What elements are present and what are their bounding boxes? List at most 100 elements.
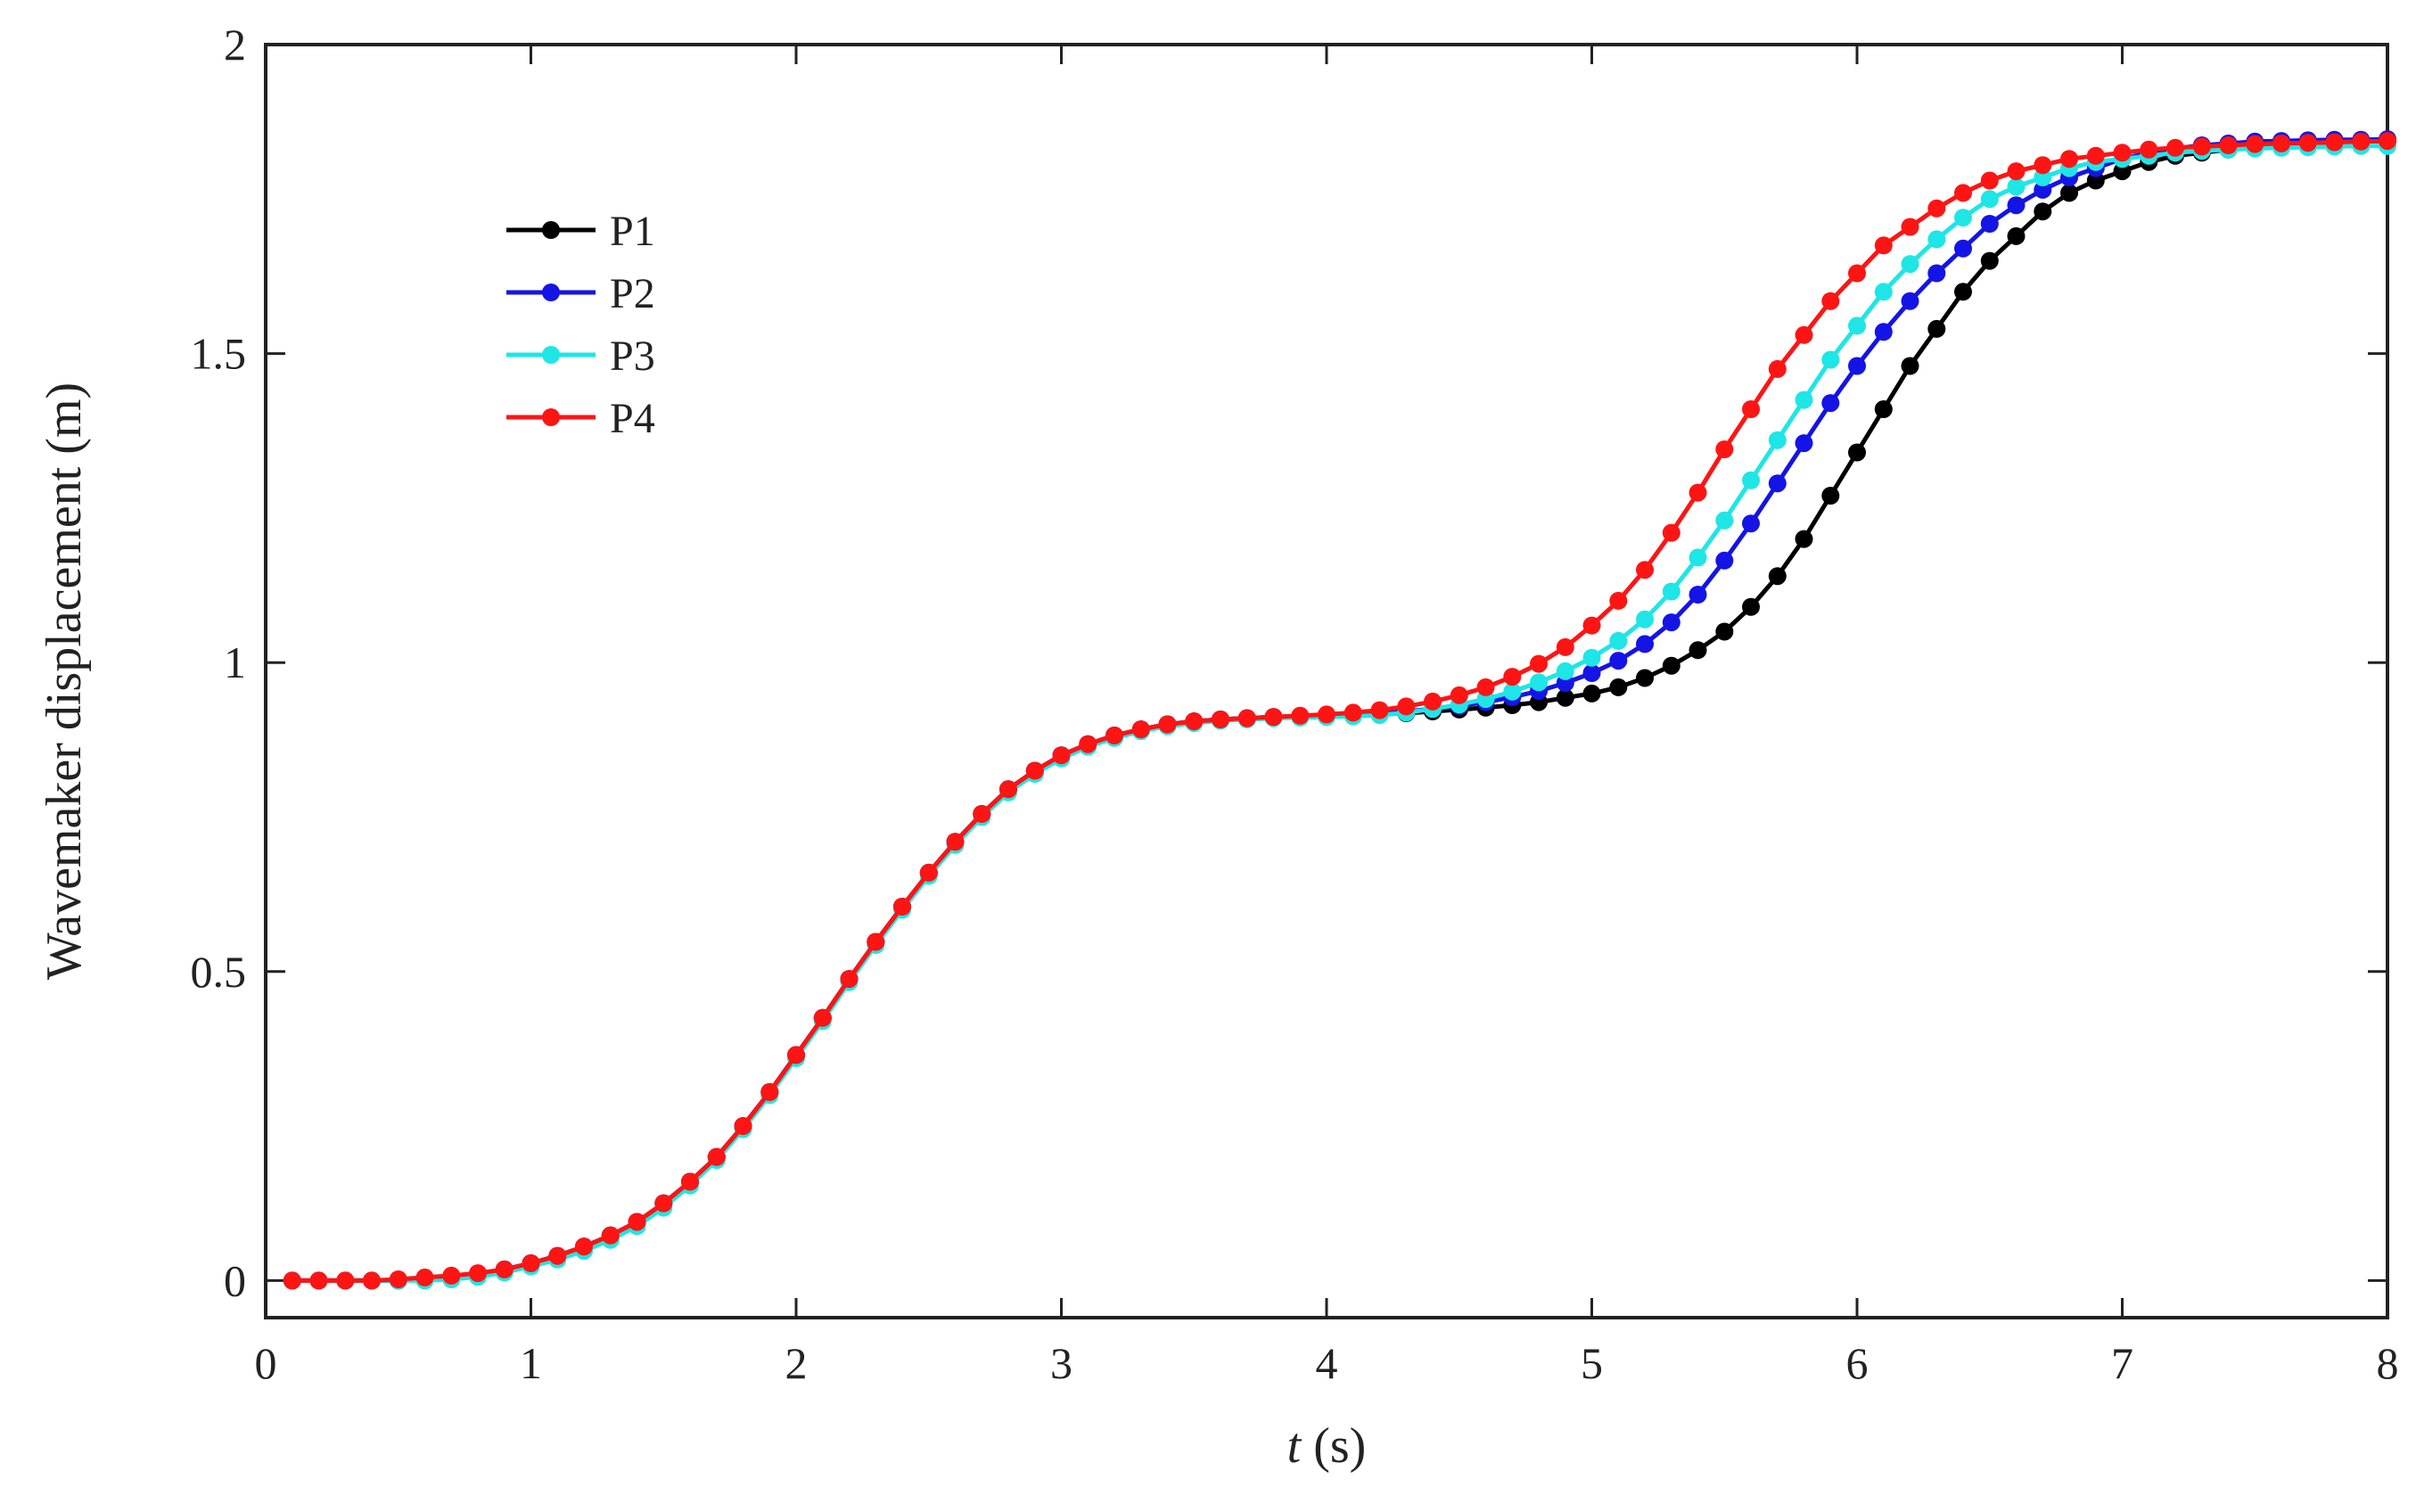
data-point xyxy=(1954,283,1972,301)
data-point xyxy=(707,1147,726,1166)
data-point xyxy=(2086,146,2105,165)
data-point xyxy=(1742,400,1760,418)
data-point xyxy=(1927,319,1946,338)
data-point xyxy=(1662,613,1681,632)
data-point xyxy=(2140,140,2158,159)
data-point xyxy=(946,833,965,851)
data-point xyxy=(2379,132,2396,151)
data-point xyxy=(1901,218,1919,236)
data-point xyxy=(1742,471,1760,489)
x-tick-label: 3 xyxy=(1050,1338,1072,1388)
data-point xyxy=(1556,662,1574,680)
data-point xyxy=(1503,682,1522,701)
data-point xyxy=(1636,561,1654,579)
data-point xyxy=(1848,443,1866,462)
legend: P1 P2 P3 P4 xyxy=(506,208,655,442)
data-point xyxy=(389,1270,407,1288)
data-point xyxy=(469,1264,487,1283)
series-layer xyxy=(283,130,2396,1290)
data-point xyxy=(1848,264,1866,283)
series-p4 xyxy=(283,132,2396,1290)
data-point xyxy=(1052,746,1071,765)
data-point xyxy=(2034,168,2052,186)
data-point xyxy=(1795,390,1813,409)
data-point xyxy=(1821,487,1840,505)
data-point xyxy=(2060,150,2078,168)
data-point xyxy=(1609,652,1628,670)
x-axis-ticks: 0 1 2 3 4 5 6 7 8 xyxy=(255,45,2399,1388)
data-point xyxy=(1874,236,1893,255)
data-point xyxy=(1450,686,1468,704)
data-point xyxy=(1424,692,1442,711)
data-point xyxy=(1927,199,1946,218)
legend-label: P3 xyxy=(610,333,655,380)
data-point xyxy=(2352,132,2371,151)
data-point xyxy=(1636,635,1654,653)
y-axis-ticks: 0 0.5 1 1.5 2 xyxy=(191,20,2387,1305)
data-point xyxy=(1901,255,1919,274)
data-point xyxy=(1105,727,1123,744)
data-point xyxy=(2325,133,2344,152)
legend-marker xyxy=(542,346,560,364)
data-point xyxy=(628,1212,646,1231)
data-point xyxy=(2007,226,2026,245)
data-point xyxy=(495,1260,514,1278)
data-point xyxy=(734,1117,752,1136)
data-point xyxy=(1662,523,1681,542)
y-tick-label: 2 xyxy=(224,20,246,70)
data-point xyxy=(2246,135,2264,153)
data-point xyxy=(1318,705,1335,724)
data-point xyxy=(2219,136,2238,154)
data-point xyxy=(1821,292,1840,310)
data-point xyxy=(1158,715,1177,734)
data-point xyxy=(1556,637,1574,656)
legend-marker xyxy=(542,408,560,426)
x-tick-label: 8 xyxy=(2377,1338,2399,1388)
data-point xyxy=(2086,171,2105,190)
x-tick-label: 1 xyxy=(520,1338,542,1388)
data-point xyxy=(1344,703,1362,722)
x-tick-label: 4 xyxy=(1316,1338,1338,1388)
legend-label: P2 xyxy=(610,270,655,317)
x-axis-unit: (s) xyxy=(1301,1418,1366,1474)
data-point xyxy=(1715,622,1734,641)
data-point xyxy=(1609,631,1628,650)
legend-label: P1 xyxy=(610,208,655,255)
data-point xyxy=(2113,162,2132,181)
data-point xyxy=(867,933,885,951)
data-point xyxy=(1715,551,1734,570)
data-point xyxy=(415,1268,434,1286)
legend-marker xyxy=(542,221,560,239)
data-point xyxy=(1582,664,1601,682)
x-axis-variable: t xyxy=(1287,1418,1303,1474)
data-point xyxy=(1980,171,1999,190)
data-point xyxy=(1370,701,1389,719)
data-point xyxy=(1821,350,1840,369)
data-point xyxy=(813,1008,832,1027)
data-point xyxy=(1874,283,1893,301)
data-point xyxy=(1662,656,1681,675)
data-point xyxy=(787,1046,805,1064)
data-point xyxy=(2034,202,2052,221)
data-point xyxy=(1795,434,1813,453)
data-point xyxy=(1131,720,1150,739)
data-point xyxy=(1689,641,1707,660)
data-point xyxy=(1821,394,1840,413)
data-point xyxy=(681,1172,699,1191)
data-point xyxy=(2166,138,2184,157)
data-point xyxy=(1582,616,1601,635)
y-tick-label: 0 xyxy=(224,1255,246,1305)
data-point xyxy=(442,1266,461,1285)
x-tick-label: 6 xyxy=(1846,1338,1869,1388)
data-point xyxy=(1768,431,1787,449)
data-point xyxy=(1954,239,1972,258)
data-point xyxy=(1848,357,1866,375)
data-point xyxy=(522,1254,540,1272)
data-point xyxy=(1927,230,1946,249)
data-point xyxy=(1980,215,1999,233)
data-point xyxy=(1954,184,1972,202)
data-point xyxy=(1185,712,1204,731)
data-point xyxy=(1954,209,1972,227)
data-point xyxy=(973,805,991,823)
data-point xyxy=(2113,144,2132,162)
